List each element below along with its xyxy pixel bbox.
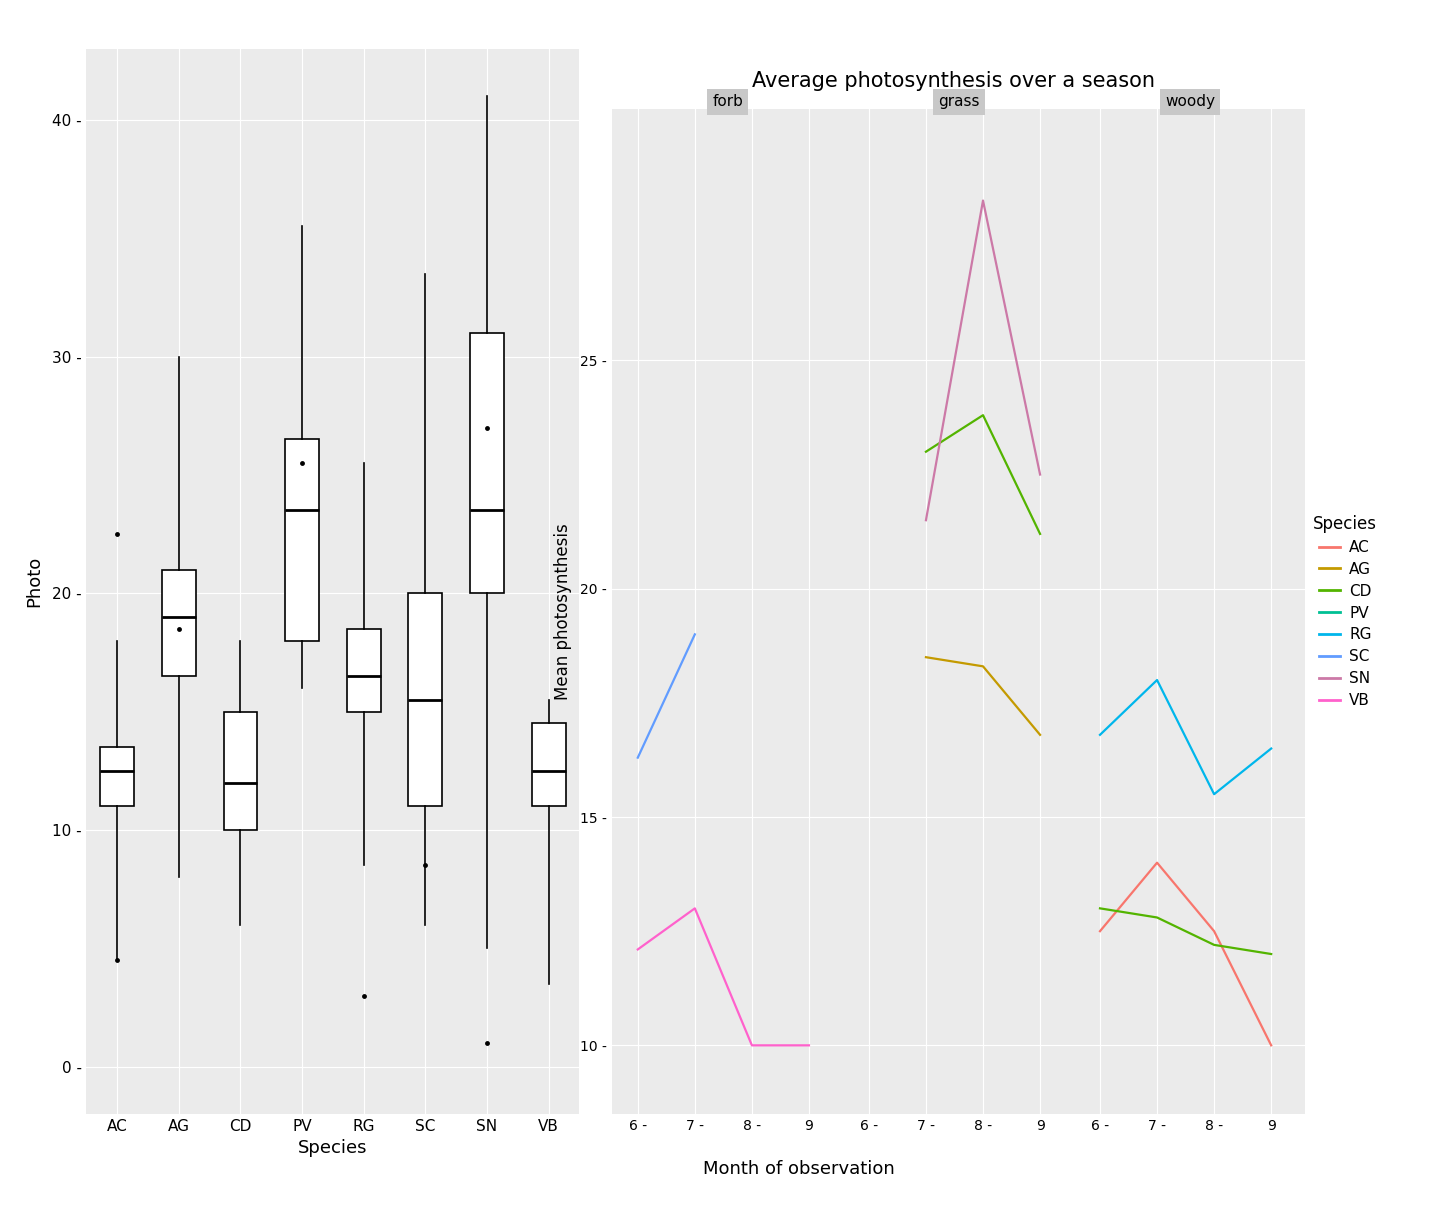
PathPatch shape xyxy=(101,747,134,807)
Text: forb: forb xyxy=(713,94,743,109)
X-axis label: Species: Species xyxy=(298,1140,367,1157)
PathPatch shape xyxy=(285,439,320,640)
Y-axis label: Mean photosynthesis: Mean photosynthesis xyxy=(554,523,572,700)
Text: Month of observation: Month of observation xyxy=(703,1160,896,1177)
Y-axis label: Photo: Photo xyxy=(26,556,43,607)
PathPatch shape xyxy=(531,723,566,807)
Text: Average photosynthesis over a season: Average photosynthesis over a season xyxy=(752,71,1155,91)
PathPatch shape xyxy=(469,333,504,594)
PathPatch shape xyxy=(161,569,196,676)
Legend: AC, AG, CD, PV, RG, SC, SN, VB: AC, AG, CD, PV, RG, SC, SN, VB xyxy=(1308,509,1384,714)
Text: woody: woody xyxy=(1165,94,1215,109)
Text: grass: grass xyxy=(937,94,979,109)
PathPatch shape xyxy=(409,594,442,807)
PathPatch shape xyxy=(347,629,380,711)
PathPatch shape xyxy=(223,711,258,830)
